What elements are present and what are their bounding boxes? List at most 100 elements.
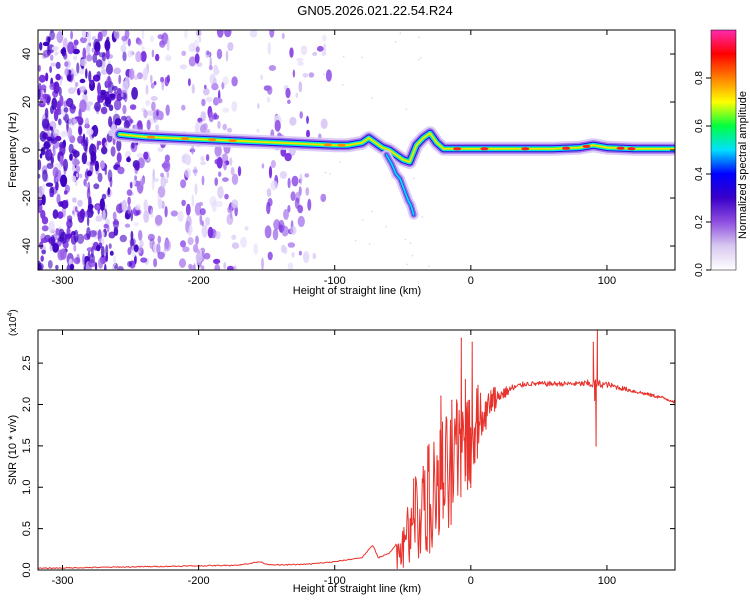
heatmap-noise-blob xyxy=(411,254,414,257)
heatmap-noise-blob xyxy=(166,170,170,179)
heatmap-noise-blob xyxy=(70,30,73,40)
heatmap-hotspot xyxy=(616,146,625,150)
colorbar: 0.0 0.2 0.4 0.6 0.8 Normalized spectral ampl… xyxy=(694,29,749,277)
snr-multiplier: (x104) xyxy=(7,309,19,336)
heatmap-noise-blob xyxy=(199,208,206,216)
heatmap-noise-blob xyxy=(66,226,71,237)
heatmap-noise-blob xyxy=(287,177,291,189)
heatmap-noise-blob xyxy=(85,44,91,54)
heatmap-noise-blob xyxy=(240,236,248,248)
heatmap-noise-blob xyxy=(116,88,122,96)
heatmap-hotspot xyxy=(627,147,636,151)
snr-line xyxy=(38,330,675,570)
heatmap-noise-blob xyxy=(177,210,184,222)
heatmap-noise-blob xyxy=(150,208,154,219)
heatmap-noise-blob xyxy=(137,40,143,46)
heatmap-noise-blob xyxy=(100,160,105,170)
heatmap-y-tick-label: 0 xyxy=(21,147,33,153)
heatmap-noise-blob xyxy=(230,167,235,176)
snr-spike-point xyxy=(464,379,466,381)
heatmap-noise-blob xyxy=(296,57,304,62)
heatmap-noise-blob xyxy=(342,55,345,58)
heatmap-noise-blob xyxy=(140,257,148,263)
heatmap-noise-blob xyxy=(139,239,144,249)
heatmap-noise-blob xyxy=(342,83,344,86)
heatmap-noise-blob xyxy=(104,141,110,148)
snr-spike-point xyxy=(471,341,473,343)
heatmap-noise-blob xyxy=(294,197,300,209)
heatmap-noise-blob xyxy=(44,107,49,119)
heatmap-hotspot xyxy=(453,147,462,151)
heatmap-noise-blob xyxy=(300,45,308,56)
heatmap-noise-blob xyxy=(140,50,147,63)
snr-spike-point xyxy=(422,466,424,468)
heatmap-noise-blob xyxy=(205,129,211,134)
heatmap-noise-blob xyxy=(306,129,310,138)
heatmap-noise-blob xyxy=(39,130,47,142)
heatmap-signal-trace xyxy=(112,126,675,220)
heatmap-noise-blob xyxy=(66,74,72,82)
heatmap-noise-blob xyxy=(209,56,212,70)
heatmap-noise-blob xyxy=(211,82,219,91)
heatmap-noise-blob xyxy=(257,103,260,110)
heatmap-noise-blob xyxy=(76,62,80,74)
heatmap-noise-blob xyxy=(38,173,41,179)
heatmap-noise-blob xyxy=(361,56,363,59)
heatmap-y-tick-label: 20 xyxy=(21,96,33,108)
heatmap-noise-blob xyxy=(201,175,205,186)
heatmap-noise-blob xyxy=(143,67,148,81)
heatmap-noise-blob xyxy=(138,229,143,241)
heatmap-noise-blob xyxy=(79,58,87,67)
snr-x-tick-label: -200 xyxy=(188,575,210,587)
heatmap-noise-blob xyxy=(127,204,131,215)
heatmap-noise-blob xyxy=(184,168,192,178)
heatmap-noise-blob xyxy=(86,128,94,136)
heatmap-x-tick-label: -200 xyxy=(188,275,210,287)
heatmap-noise-blob xyxy=(77,199,83,207)
heatmap-noise-blob xyxy=(152,168,155,182)
heatmap-noise-blob xyxy=(81,152,88,165)
heatmap-noise-blob xyxy=(157,185,166,198)
heatmap-noise-blob xyxy=(101,146,108,155)
heatmap-noise-blob xyxy=(261,257,264,270)
heatmap-noise xyxy=(38,30,430,270)
heatmap-noise-blob xyxy=(216,200,223,208)
heatmap-noise-blob xyxy=(38,199,42,205)
heatmap-noise-blob xyxy=(399,32,402,34)
heatmap-noise-blob xyxy=(55,135,62,142)
heatmap-noise-blob xyxy=(428,265,430,268)
heatmap-noise-blob xyxy=(194,202,202,216)
snr-spike-point xyxy=(594,399,596,401)
heatmap-noise-blob xyxy=(93,183,100,190)
heatmap-noise-blob xyxy=(120,44,127,54)
heatmap-noise-blob xyxy=(118,74,122,85)
heatmap-noise-blob xyxy=(108,243,112,249)
heatmap-noise-blob xyxy=(114,162,121,169)
heatmap-noise-blob xyxy=(55,73,61,81)
heatmap-noise-blob xyxy=(214,263,221,270)
heatmap-y-tick-label: -20 xyxy=(21,190,33,206)
heatmap-noise-blob xyxy=(88,259,96,268)
heatmap-noise-blob xyxy=(97,31,103,42)
heatmap-noise-blob xyxy=(65,234,72,240)
heatmap-noise-blob xyxy=(43,140,50,150)
heatmap-noise-blob xyxy=(165,54,172,62)
heatmap-noise-blob xyxy=(150,35,155,42)
heatmap-noise-blob xyxy=(267,41,271,55)
heatmap-noise-blob xyxy=(50,105,54,114)
heatmap-noise-blob xyxy=(97,95,104,103)
heatmap-noise-blob xyxy=(231,101,238,112)
heatmap-noise-blob xyxy=(39,41,43,51)
heatmap-noise-blob xyxy=(96,244,101,252)
heatmap-noise-blob xyxy=(274,119,281,132)
heatmap-noise-blob xyxy=(55,181,59,191)
heatmap-noise-blob xyxy=(105,252,108,263)
heatmap-noise-blob xyxy=(84,210,88,218)
heatmap-noise-blob xyxy=(209,196,217,207)
heatmap-noise-blob xyxy=(66,219,73,229)
heatmap-noise-blob xyxy=(307,198,312,211)
heatmap-noise-blob xyxy=(206,51,210,56)
heatmap-noise-blob xyxy=(58,118,62,126)
heatmap-noise-blob xyxy=(89,230,97,238)
